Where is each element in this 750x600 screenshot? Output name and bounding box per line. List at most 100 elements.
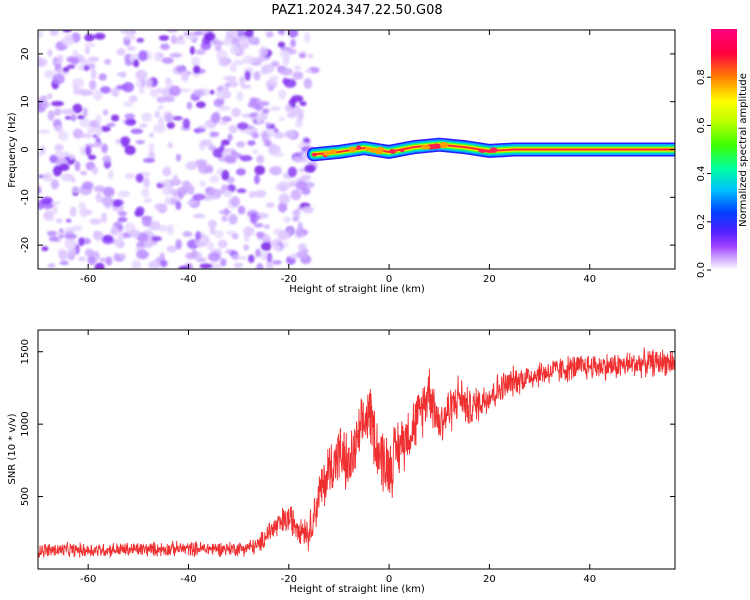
noise-speckle	[110, 225, 119, 236]
noise-speckle	[126, 46, 137, 51]
noise-speckle	[251, 132, 259, 139]
noise-speckle	[148, 143, 155, 152]
noise-speckle	[80, 133, 93, 139]
noise-speckle	[61, 35, 75, 47]
noise-speckle	[143, 197, 153, 204]
noise-speckle	[198, 237, 208, 243]
noise-speckle	[255, 112, 264, 124]
noise-speckle	[295, 228, 303, 238]
noise-speckle	[182, 230, 192, 237]
noise-speckle	[79, 118, 91, 128]
noise-speckle	[89, 218, 102, 225]
noise-speckle	[79, 171, 88, 176]
noise-speckle	[231, 37, 240, 47]
colorbar-label: Normalized spectral amplitude	[738, 73, 749, 227]
noise-speckle	[145, 78, 153, 89]
noise-speckle	[303, 32, 311, 43]
noise-speckle	[224, 82, 231, 88]
noise-speckle	[182, 118, 191, 129]
noise-speckle	[130, 128, 143, 135]
noise-speckle	[210, 131, 220, 137]
noise-speckle	[136, 37, 145, 43]
noise-speckle	[222, 90, 232, 99]
noise-speckle	[175, 238, 182, 250]
snr-x-tick-label: -20	[281, 574, 297, 585]
noise-speckle	[303, 138, 310, 144]
noise-speckle	[118, 210, 128, 217]
noise-speckle	[231, 107, 242, 118]
noise-speckle	[191, 56, 201, 67]
noise-speckle	[192, 89, 205, 97]
noise-speckle	[284, 130, 297, 139]
noise-speckle	[38, 129, 51, 134]
noise-speckle	[158, 116, 165, 127]
spectrogram-x-tick-label: 40	[583, 274, 596, 285]
noise-speckle	[128, 119, 136, 125]
colorbar-tick-label: 0.0	[696, 262, 707, 278]
noise-speckle	[95, 192, 103, 203]
noise-speckle	[253, 174, 260, 185]
noise-speckle	[54, 151, 67, 158]
noise-speckle	[297, 243, 307, 251]
noise-speckle	[208, 144, 216, 151]
noise-speckle	[162, 166, 172, 177]
snr-x-tick-label: 0	[386, 574, 392, 585]
noise-speckle	[47, 110, 55, 121]
signal-track-blob	[388, 148, 397, 154]
noise-speckle	[221, 139, 231, 146]
noise-speckle	[102, 235, 114, 243]
noise-speckle	[186, 34, 200, 41]
noise-speckle	[256, 263, 264, 269]
noise-speckle	[219, 258, 227, 267]
noise-speckle	[138, 50, 148, 62]
noise-speckle	[88, 79, 97, 91]
noise-speckle	[303, 78, 313, 90]
noise-speckle	[148, 150, 155, 161]
noise-speckle	[70, 113, 77, 122]
noise-speckle	[277, 30, 286, 36]
noise-speckle	[284, 78, 297, 88]
noise-speckle	[165, 79, 174, 88]
noise-speckle	[200, 139, 213, 147]
noise-speckle	[38, 30, 43, 39]
noise-speckle	[49, 154, 59, 164]
noise-speckle	[237, 205, 246, 215]
noise-speckle	[206, 241, 214, 252]
noise-speckle	[117, 229, 124, 241]
noise-speckle	[84, 248, 95, 258]
spectrogram-x-label: Height of straight line (km)	[289, 284, 425, 295]
noise-speckle	[248, 191, 256, 199]
noise-speckle	[149, 132, 155, 138]
noise-speckle	[172, 174, 179, 184]
noise-speckle	[287, 30, 299, 38]
noise-speckle	[277, 41, 286, 48]
noise-speckle	[94, 32, 106, 40]
noise-speckle	[252, 149, 259, 155]
noise-speckle	[263, 224, 271, 230]
noise-speckle	[50, 100, 64, 107]
noise-speckle	[148, 260, 161, 269]
noise-speckle	[287, 166, 298, 178]
noise-speckle	[67, 248, 77, 254]
noise-speckle	[224, 155, 237, 164]
noise-speckle	[102, 186, 115, 197]
noise-speckle	[214, 230, 224, 239]
snr-y-label: SNR (10 * v/v)	[7, 413, 18, 484]
noise-speckle	[57, 54, 64, 64]
noise-speckle	[273, 244, 283, 252]
noise-speckle	[178, 265, 189, 269]
noise-speckle	[169, 52, 183, 58]
noise-speckle	[59, 163, 70, 171]
noise-speckle	[106, 122, 116, 127]
noise-speckle	[52, 56, 59, 66]
noise-speckle	[218, 209, 232, 215]
noise-speckle	[43, 69, 56, 79]
noise-speckle	[103, 58, 112, 65]
noise-speckle	[137, 232, 149, 243]
spectrogram-x-axis: -60 -40 -20 0 20 40	[80, 30, 596, 285]
signal-track-blob	[356, 145, 362, 150]
noise-speckle	[175, 40, 187, 45]
noise-speckle	[46, 93, 53, 100]
noise-speckle	[212, 148, 224, 158]
